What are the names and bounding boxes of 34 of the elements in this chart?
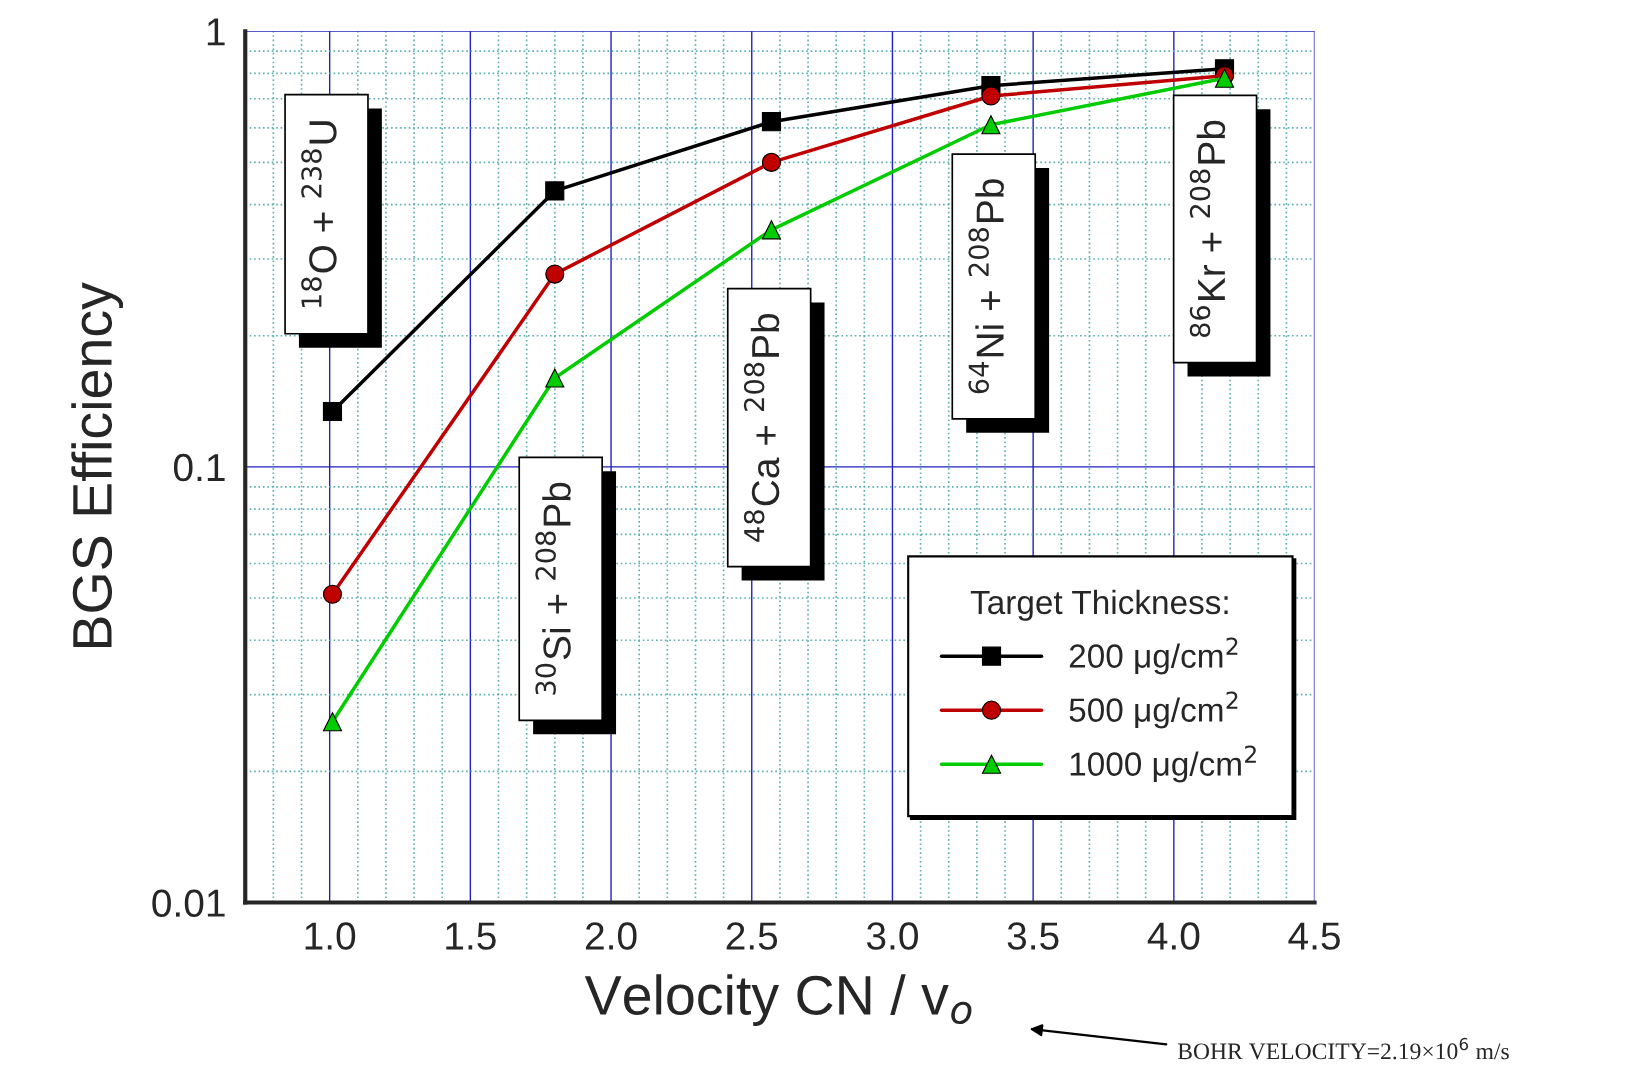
legend-label: 1000 μg/cm$^{2}$ bbox=[1070, 745, 1256, 783]
annotation: $^{18}$O + $^{238}$U bbox=[301, 121, 337, 308]
legend-title: Target Thickness: bbox=[970, 589, 1228, 621]
x-tick-label: 2.0 bbox=[585, 922, 637, 950]
point bbox=[545, 264, 565, 284]
point bbox=[545, 181, 565, 201]
y-tick-label: 1 bbox=[207, 18, 225, 46]
point bbox=[761, 220, 782, 240]
y-tick-label: 0.01 bbox=[152, 889, 225, 917]
y-tick-label: 0.1 bbox=[173, 453, 225, 482]
x-tick-label: 2.5 bbox=[726, 922, 778, 950]
x-axis-title: Velocity CN / v$_{o}$ bbox=[584, 974, 972, 1026]
annotation: $^{64}$Ni + $^{208}$Pb bbox=[968, 179, 1004, 394]
point bbox=[322, 712, 343, 732]
x-tick-label: 1.5 bbox=[446, 922, 496, 950]
annotation: $^{30}$Si + $^{208}$Pb bbox=[535, 482, 571, 695]
legend-label: 500 μg/cm$^{2}$ bbox=[1069, 691, 1238, 729]
point bbox=[322, 401, 343, 422]
point bbox=[545, 368, 565, 388]
point bbox=[322, 584, 343, 604]
x-tick-label: 1.0 bbox=[305, 922, 356, 950]
x-tick-label: 3.0 bbox=[866, 922, 918, 950]
x-tick-label: 3.5 bbox=[1007, 922, 1059, 950]
text: BOHR VELOCITY=2.19×10$^{6}$ m/s bbox=[1177, 1037, 1509, 1060]
x-tick-label: 4.5 bbox=[1288, 922, 1340, 950]
point bbox=[761, 112, 782, 132]
point bbox=[981, 86, 1001, 106]
point bbox=[761, 152, 782, 172]
y-axis-title: BGS Efficiency bbox=[71, 282, 124, 648]
x-tick-label: 4.0 bbox=[1147, 922, 1200, 950]
annotation: $^{48}$Ca + $^{208}$Pb bbox=[743, 313, 780, 542]
legend-label: 200 μg/cm$^{2}$ bbox=[1069, 637, 1238, 675]
annotation: $^{86}$Kr + $^{208}$Pb bbox=[1189, 120, 1226, 338]
point bbox=[981, 115, 1001, 135]
